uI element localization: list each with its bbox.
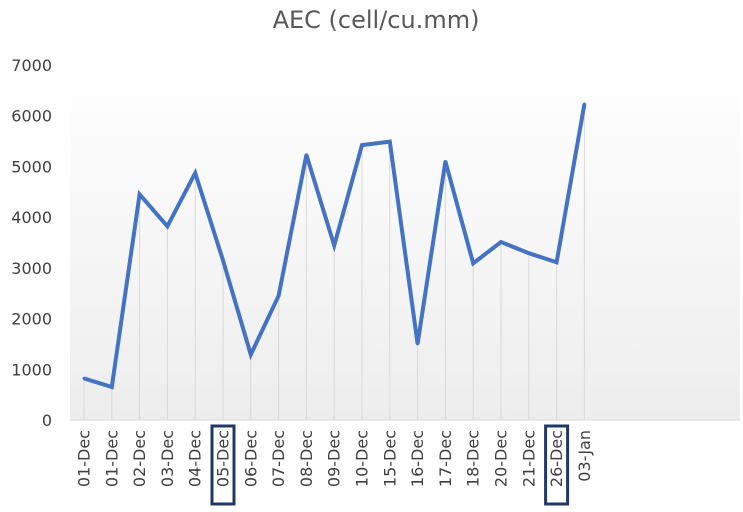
data-point xyxy=(193,171,197,175)
data-point xyxy=(277,294,281,298)
data-point xyxy=(443,159,447,163)
highlight-boxes xyxy=(210,424,570,506)
data-point xyxy=(471,261,475,265)
x-tick-label: 02-Dec xyxy=(130,430,149,487)
x-tick-label: 06-Dec xyxy=(241,430,260,487)
y-tick-label: 1000 xyxy=(11,360,52,379)
highlight-box xyxy=(210,424,236,506)
data-point xyxy=(304,153,308,157)
data-point xyxy=(499,240,503,244)
data-point xyxy=(416,342,420,346)
x-tick-label: 10-Dec xyxy=(353,430,372,487)
x-tick-label: 15-Dec xyxy=(380,430,399,487)
x-tick-label: 01-Dec xyxy=(75,430,94,487)
data-point xyxy=(221,258,225,262)
data-point xyxy=(582,102,586,106)
x-tick-label: 01-Dec xyxy=(102,430,121,487)
x-tick-label: 21-Dec xyxy=(519,430,538,487)
data-point xyxy=(249,353,253,357)
y-tick-label: 7000 xyxy=(11,56,52,75)
x-tick-label: 03-Jan xyxy=(575,430,594,482)
y-tick-label: 5000 xyxy=(11,157,52,176)
x-tick-label: 08-Dec xyxy=(297,430,316,487)
data-point xyxy=(360,143,364,147)
y-tick-label: 4000 xyxy=(11,208,52,227)
data-point xyxy=(165,224,169,228)
data-point xyxy=(110,385,114,389)
y-tick-label: 0 xyxy=(42,411,52,430)
data-point xyxy=(138,192,142,196)
x-tick-label: 05-Dec xyxy=(214,430,233,487)
x-tick-label: 04-Dec xyxy=(186,430,205,487)
x-tick-label: 09-Dec xyxy=(325,430,344,487)
data-point xyxy=(82,376,86,380)
x-tick-label: 18-Dec xyxy=(464,430,483,487)
y-tick-label: 6000 xyxy=(11,107,52,126)
data-point xyxy=(388,140,392,144)
x-tick-label: 07-Dec xyxy=(269,430,288,487)
x-tick-label: 26-Dec xyxy=(547,430,566,487)
x-tick-label: 16-Dec xyxy=(408,430,427,487)
x-axis-ticks: 01-Dec 01-Dec 02-Dec 03-Dec 04-Dec 05-Dec 06-D… xyxy=(75,430,594,487)
y-axis-ticks: 0 1000 2000 3000 4000 5000 6000 7000 xyxy=(11,56,52,430)
x-tick-label: 17-Dec xyxy=(436,430,455,487)
y-tick-label: 2000 xyxy=(11,310,52,329)
data-point xyxy=(527,251,531,255)
x-tick-label: 20-Dec xyxy=(492,430,511,487)
series-layer xyxy=(82,102,587,390)
chart-title: AEC (cell/cu.mm) xyxy=(273,6,480,34)
data-point xyxy=(332,244,336,248)
drop-lines xyxy=(83,104,585,420)
y-tick-label: 3000 xyxy=(11,259,52,278)
data-point xyxy=(555,260,559,264)
highlight-box xyxy=(544,424,570,506)
x-tick-label: 03-Dec xyxy=(158,430,177,487)
